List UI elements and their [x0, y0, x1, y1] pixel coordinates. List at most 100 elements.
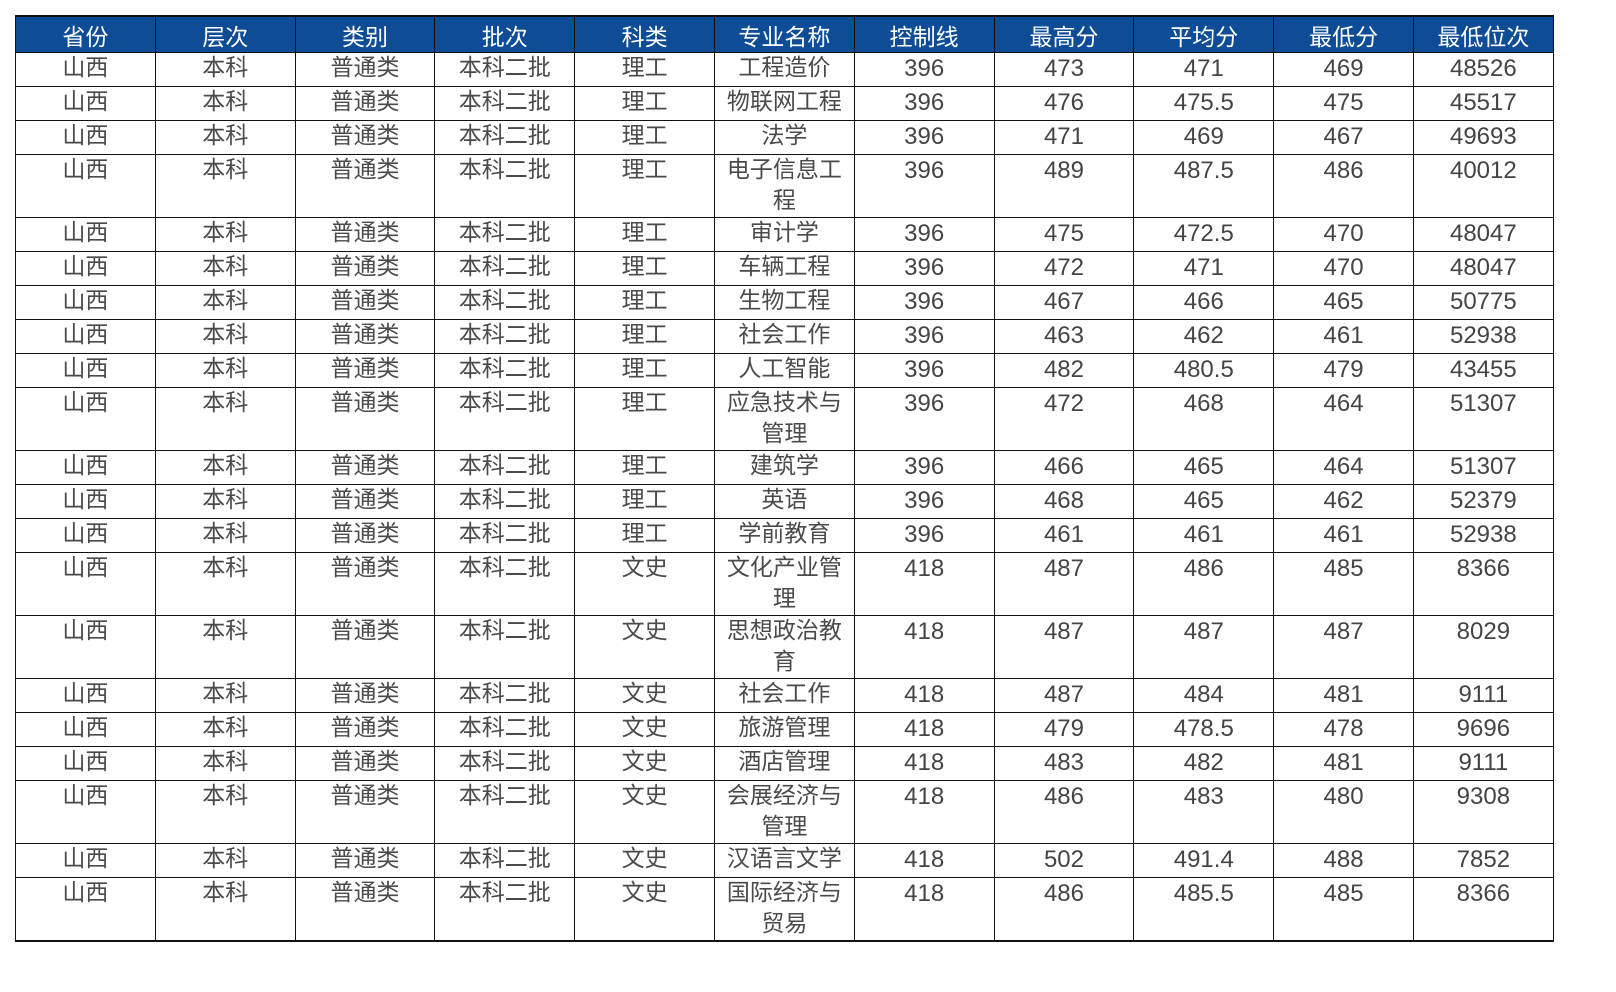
cell-batch: 本科二批 [434, 450, 576, 485]
cell-min-score: 480 [1273, 780, 1414, 844]
cell-subject: 文史 [574, 843, 715, 878]
cell-level: 本科 [154, 319, 296, 354]
cell-avg-score: 469 [1133, 120, 1275, 155]
cell-level: 本科 [154, 387, 296, 451]
header-category: 类别 [294, 15, 436, 53]
table-row: 山西 本科 普通类 本科二批 理工 车辆工程 396 472 471 470 48047 [15, 251, 1554, 286]
cell-min-score: 488 [1273, 843, 1414, 878]
cell-avg-score: 465 [1133, 450, 1275, 485]
cell-category: 普通类 [294, 120, 436, 155]
cell-control-line: 396 [853, 387, 995, 451]
cell-avg-score: 461 [1133, 518, 1275, 553]
table-row: 山西 本科 普通类 本科二批 理工 物联网工程 396 476 475.5 475 45517 [15, 86, 1554, 121]
cell-max-score: 468 [993, 484, 1135, 519]
cell-max-score: 502 [993, 843, 1135, 878]
admission-scores-table-wrapper: 省份 层次 类别 批次 科类 专业名称 控制线 最高分 平均分 最低分 最低位次 山西 本科 普通类 本科… [15, 15, 1554, 942]
cell-avg-score: 482 [1133, 746, 1275, 781]
header-control-line: 控制线 [853, 15, 995, 53]
cell-avg-score: 466 [1133, 285, 1275, 320]
table-header-row: 省份 层次 类别 批次 科类 专业名称 控制线 最高分 平均分 最低分 最低位次 [15, 15, 1554, 53]
cell-level: 本科 [154, 780, 296, 844]
table-row: 山西 本科 普通类 本科二批 理工 电子信息工程 396 489 487.5 486 40012 [15, 154, 1554, 218]
cell-province: 山西 [15, 319, 156, 354]
cell-control-line: 396 [853, 285, 995, 320]
cell-subject: 理工 [574, 154, 715, 218]
cell-min-rank: 50775 [1412, 285, 1554, 320]
cell-province: 山西 [15, 120, 156, 155]
cell-avg-score: 471 [1133, 251, 1275, 286]
cell-province: 山西 [15, 217, 156, 252]
cell-avg-score: 485.5 [1133, 877, 1275, 942]
cell-batch: 本科二批 [434, 615, 576, 679]
cell-category: 普通类 [294, 353, 436, 388]
cell-category: 普通类 [294, 217, 436, 252]
cell-control-line: 396 [853, 319, 995, 354]
cell-subject: 文史 [574, 877, 715, 942]
header-province: 省份 [15, 15, 156, 53]
cell-major: 学前教育 [713, 518, 855, 553]
cell-batch: 本科二批 [434, 319, 576, 354]
cell-province: 山西 [15, 52, 156, 87]
cell-category: 普通类 [294, 319, 436, 354]
cell-major: 电子信息工程 [713, 154, 855, 218]
cell-control-line: 418 [853, 678, 995, 713]
cell-major: 应急技术与管理 [713, 387, 855, 451]
cell-batch: 本科二批 [434, 484, 576, 519]
cell-province: 山西 [15, 353, 156, 388]
cell-subject: 理工 [574, 450, 715, 485]
cell-min-score: 462 [1273, 484, 1414, 519]
cell-major: 英语 [713, 484, 855, 519]
cell-avg-score: 475.5 [1133, 86, 1275, 121]
cell-subject: 理工 [574, 319, 715, 354]
table-row: 山西 本科 普通类 本科二批 文史 会展经济与管理 418 486 483 480 9308 [15, 780, 1554, 844]
cell-level: 本科 [154, 518, 296, 553]
cell-province: 山西 [15, 615, 156, 679]
cell-min-rank: 48047 [1412, 251, 1554, 286]
cell-control-line: 396 [853, 154, 995, 218]
cell-level: 本科 [154, 450, 296, 485]
cell-province: 山西 [15, 251, 156, 286]
cell-min-score: 481 [1273, 746, 1414, 781]
cell-subject: 文史 [574, 712, 715, 747]
cell-min-score: 465 [1273, 285, 1414, 320]
cell-min-rank: 7852 [1412, 843, 1554, 878]
cell-max-score: 483 [993, 746, 1135, 781]
cell-major: 法学 [713, 120, 855, 155]
cell-min-score: 485 [1273, 552, 1414, 616]
table-row: 山西 本科 普通类 本科二批 理工 社会工作 396 463 462 461 52938 [15, 319, 1554, 354]
cell-max-score: 487 [993, 552, 1135, 616]
cell-control-line: 418 [853, 780, 995, 844]
cell-level: 本科 [154, 52, 296, 87]
cell-level: 本科 [154, 154, 296, 218]
cell-subject: 理工 [574, 353, 715, 388]
cell-category: 普通类 [294, 285, 436, 320]
table-row: 山西 本科 普通类 本科二批 文史 旅游管理 418 479 478.5 478 9696 [15, 712, 1554, 747]
cell-category: 普通类 [294, 615, 436, 679]
cell-category: 普通类 [294, 86, 436, 121]
cell-major: 思想政治教育 [713, 615, 855, 679]
cell-major: 审计学 [713, 217, 855, 252]
cell-max-score: 471 [993, 120, 1135, 155]
cell-min-score: 479 [1273, 353, 1414, 388]
cell-avg-score: 483 [1133, 780, 1275, 844]
cell-level: 本科 [154, 552, 296, 616]
cell-min-rank: 9111 [1412, 678, 1554, 713]
cell-max-score: 486 [993, 780, 1135, 844]
cell-avg-score: 478.5 [1133, 712, 1275, 747]
cell-level: 本科 [154, 251, 296, 286]
cell-batch: 本科二批 [434, 387, 576, 451]
cell-batch: 本科二批 [434, 251, 576, 286]
cell-batch: 本科二批 [434, 877, 576, 942]
cell-subject: 理工 [574, 484, 715, 519]
cell-province: 山西 [15, 86, 156, 121]
cell-control-line: 396 [853, 86, 995, 121]
header-min-rank: 最低位次 [1412, 15, 1554, 53]
cell-major: 社会工作 [713, 319, 855, 354]
cell-avg-score: 462 [1133, 319, 1275, 354]
cell-avg-score: 484 [1133, 678, 1275, 713]
cell-min-score: 461 [1273, 319, 1414, 354]
table-row: 山西 本科 普通类 本科二批 文史 社会工作 418 487 484 481 9111 [15, 678, 1554, 713]
table-row: 山西 本科 普通类 本科二批 文史 文化产业管理 418 487 486 485 8366 [15, 552, 1554, 616]
cell-major: 人工智能 [713, 353, 855, 388]
cell-batch: 本科二批 [434, 780, 576, 844]
